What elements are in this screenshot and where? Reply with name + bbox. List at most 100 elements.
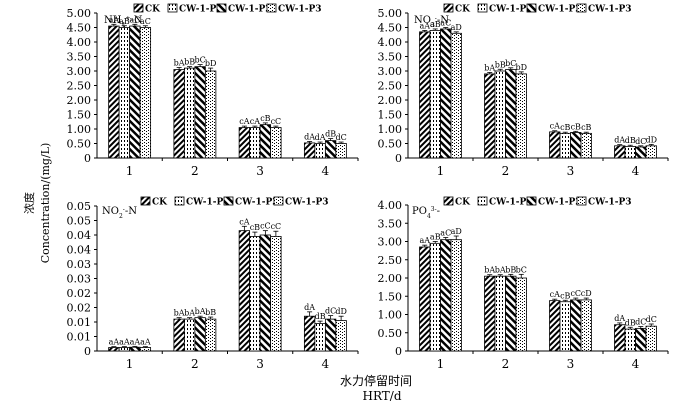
bar-no3-n-s3-c3 (570, 132, 582, 159)
bar-po4-s1-c3 (549, 300, 561, 352)
bar-no2-n-s2-c4 (314, 323, 326, 352)
y-tick-label: 1.50 (67, 109, 92, 122)
panel-title-nh4-n: NH4+-N (104, 15, 143, 29)
data-label: dB (625, 318, 636, 327)
legend-swatch-3 (526, 3, 537, 13)
data-label: cB (571, 122, 581, 131)
legend-label-1: CK (145, 5, 161, 15)
y-tick-label: 2.50 (67, 80, 92, 93)
bar-po4-s2-c3 (559, 301, 571, 352)
bar-po4-s2-c4 (624, 328, 636, 352)
bar-no3-n-s1-c1 (419, 31, 431, 159)
y-tick-label: 2.00 (67, 94, 92, 107)
legend-label-2: CW-1-P1 (186, 198, 230, 208)
data-label: bA (484, 266, 495, 275)
bar-no3-n-s4-c4 (645, 145, 657, 159)
legend-swatch-2 (477, 196, 488, 206)
bar-no3-n-s4-c2 (515, 73, 527, 159)
legend-swatch-4 (576, 3, 587, 13)
data-label: dA (315, 133, 326, 142)
data-label: dA (614, 314, 625, 323)
bar-nh4-n-s2-c1 (118, 27, 131, 159)
bar-nh4-n-s3-c1 (129, 25, 141, 159)
legend-label-4: CW-1-P3 (588, 5, 632, 15)
y-tick-label: 2.00 (378, 94, 403, 107)
legend-label-1: CK (455, 5, 471, 15)
bar-nh4-n-s4-c4 (335, 143, 347, 159)
bar-no2-n-s3-c4 (324, 318, 337, 352)
data-label: bA (174, 309, 185, 318)
bar-no3-n-s1-c4 (614, 145, 626, 159)
legend-label-4: CW-1-P3 (588, 198, 632, 208)
y-tick-label: 2.00 (378, 272, 403, 285)
data-label: bD (515, 63, 527, 72)
figure-xlabel-cn: 水力停留时间 (340, 373, 412, 388)
y-tick-label: 0 (395, 345, 402, 358)
data-label: aB (430, 233, 441, 242)
panel-po4: 0 0.50 1.00 1.50 2.00 2.50 3.00 3.50 4.00 1 2 3 4 aA b… (378, 196, 669, 371)
bar-no3-n-s4-c3 (580, 132, 592, 159)
data-label: cA (550, 122, 560, 131)
data-label: cC (271, 222, 282, 231)
panel-title-po4: PO43-- (412, 206, 440, 220)
y-tick-label: 0.02 (67, 287, 92, 300)
legend-swatch-4 (266, 3, 277, 13)
bar-nh4-n-s3-c3 (259, 124, 272, 159)
y-tick-label: 0.50 (378, 138, 403, 151)
y-tick-label: 0.02 (67, 302, 92, 315)
y-tick-label: 1.00 (67, 123, 92, 136)
legend-label-3: CW-1-P2 (538, 198, 582, 208)
y-tick-label: 5.00 (67, 7, 92, 20)
bar-nh4-n-s4-c2 (204, 70, 217, 159)
y-tick-label: 3.00 (67, 65, 92, 78)
bar-no2-n-s2-c3 (249, 236, 261, 352)
bar-po4-s1-c2 (484, 275, 496, 352)
data-label: bB (495, 60, 506, 69)
y-tick-label: 3.50 (378, 217, 403, 230)
bar-no2-n-s3-c3 (259, 234, 272, 352)
x-tick-label: 3 (256, 357, 264, 371)
bar-no3-n-s3-c1 (440, 28, 452, 159)
data-label: cC (260, 222, 271, 231)
legend-label-4: CW-1-P3 (285, 198, 329, 208)
data-label: aA (109, 15, 120, 24)
data-label: bB (505, 265, 516, 274)
data-label: dB (625, 136, 636, 145)
y-tick-label: 3.00 (378, 65, 403, 78)
data-label: dD (335, 307, 347, 316)
x-tick-label: 2 (191, 357, 199, 371)
data-label: aB (119, 17, 130, 26)
legend-swatch-1 (133, 3, 144, 13)
bar-nh4-n-s2-c3 (249, 127, 261, 159)
data-label: aA (119, 338, 130, 347)
bar-nh4-n-s2-c4 (314, 143, 326, 159)
x-tick-label: 2 (502, 357, 510, 371)
bar-no2-n-s1-c1 (108, 347, 120, 352)
data-label: dC (635, 137, 646, 146)
bar-no3-n-s2-c2 (494, 70, 506, 159)
bar-po4-s1-c4 (614, 324, 626, 352)
data-label: bB (205, 308, 216, 317)
data-label: bD (205, 59, 217, 68)
bar-po4-s4-c3 (580, 299, 592, 352)
y-tick-label: 1.50 (378, 290, 403, 303)
legend-label-3: CW-1-P2 (538, 5, 582, 15)
data-label: aC (440, 228, 451, 237)
bar-no3-n-s3-c2 (505, 69, 517, 159)
bar-no3-n-s2-c1 (429, 29, 441, 159)
legend-swatch-4 (273, 196, 284, 206)
bar-nh4-n-s2-c2 (183, 67, 196, 159)
data-label: cD (581, 289, 592, 298)
bar-no3-n-s1-c2 (484, 73, 496, 159)
data-label: dD (645, 135, 657, 144)
legend-label-2: CW-1-P1 (489, 5, 533, 15)
data-label: cB (581, 123, 591, 132)
bar-no3-n-s1-c3 (549, 131, 561, 159)
bar-nh4-n-s3-c4 (324, 140, 337, 159)
panel-nh4-n: 00.50 1.001.50 2.002.50 3.003.50 4.004.50 5.0… (67, 3, 359, 178)
data-label: bA (184, 309, 195, 318)
bar-no2-n-s2-c2 (183, 318, 196, 352)
bar-no2-n-s3-c2 (194, 317, 206, 352)
data-label: dB (315, 312, 326, 321)
x-tick-label: 1 (437, 357, 445, 371)
